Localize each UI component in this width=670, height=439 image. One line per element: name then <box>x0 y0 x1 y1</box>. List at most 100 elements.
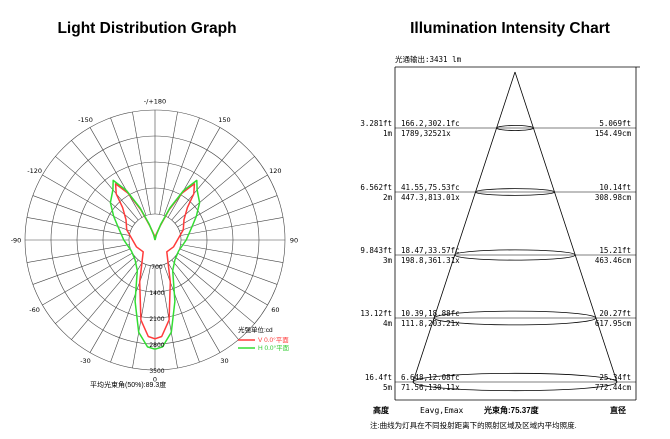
cone-ellipse <box>433 310 597 326</box>
grid-spoke <box>110 117 147 216</box>
row-diameter-cm: 308.98cm <box>595 193 632 202</box>
angle-label: 90 <box>290 237 298 245</box>
grid-spoke <box>174 156 255 224</box>
diameter-label: 直径 <box>610 405 626 415</box>
curve-v-plane <box>114 183 196 340</box>
grid-spoke <box>32 248 131 285</box>
row-illum-fc: 6.648,12.08fc <box>401 373 460 382</box>
row-height-ft: 3.281ft <box>360 119 392 128</box>
row-diameter-ft: 20.27ft <box>599 309 631 318</box>
grid-spoke <box>177 174 268 228</box>
grid-spoke <box>42 174 133 228</box>
row-height-m: 4m <box>383 319 393 328</box>
polar-legend: 光强单位:cd V 0.0°平面 H 0.0°平面 <box>238 325 290 352</box>
row-diameter-ft: 15.21ft <box>599 246 631 255</box>
row-height-m: 5m <box>383 383 393 392</box>
grid-spoke <box>71 259 139 340</box>
grid-spoke <box>171 259 239 340</box>
row-illum-lx: 198.8,361.31x <box>401 256 460 265</box>
cone-ellipse <box>412 372 618 392</box>
cone-edge-right <box>514 71 618 383</box>
angle-label: -30 <box>80 357 91 365</box>
polar-labels: -/+180 -150 150 -120 120 -90 90 -60 60 -30 30 0 700 1… <box>11 98 298 384</box>
grid-spoke <box>42 252 133 306</box>
radial-tick-label: 1400 <box>149 290 164 297</box>
grid-spoke <box>177 252 268 306</box>
row-diameter-cm: 154.49cm <box>595 129 632 138</box>
row-illum-lx: 447.3,813.01x <box>401 193 460 202</box>
eavg-label: Eavg,Emax <box>420 406 464 415</box>
grid-spoke <box>163 117 200 216</box>
row-diameter-cm: 617.95cm <box>595 319 632 328</box>
row-height-ft: 9.843ft <box>360 246 392 255</box>
row-diameter-ft: 25.34ft <box>599 373 631 382</box>
row-illum-fc: 18.47,33.57fc <box>401 246 460 255</box>
flux-header: 光通输出:3431 lm <box>395 54 462 64</box>
cone-ellipse <box>475 188 555 196</box>
angle-label: -/+180 <box>144 98 166 106</box>
angle-label: -60 <box>29 306 40 314</box>
polar-footer: 平均光束角(50%):89.3度 <box>90 380 166 389</box>
row-illum-fc: 166.2,302.1fc <box>401 119 460 128</box>
polar-curves <box>109 179 201 350</box>
row-diameter-cm: 772.44cm <box>595 383 632 392</box>
grid-spoke <box>167 262 221 353</box>
grid-spoke <box>180 217 284 236</box>
grid-spoke <box>174 256 255 324</box>
grid-spoke <box>167 127 221 218</box>
units-label: 光强单位:cd <box>238 325 273 334</box>
row-diameter-ft: 10.14ft <box>599 183 631 192</box>
grid-spoke <box>180 244 284 263</box>
row-illum-fc: 41.55,75.53fc <box>401 183 460 192</box>
angle-label: 120 <box>269 167 281 175</box>
grid-spoke <box>71 140 139 221</box>
height-label: 高度 <box>373 405 390 415</box>
polar-title: Light Distribution Graph <box>57 20 236 37</box>
note-text: 注:曲线为灯具在不同投射距离下的照射区域及区域内平均照度. <box>370 420 577 430</box>
grid-spoke <box>159 111 178 215</box>
row-illum-lx: 1789,32521x <box>401 129 451 138</box>
beam-angle-label: 光束角:75.37度 <box>483 405 540 415</box>
grid-spoke <box>55 256 136 324</box>
intensity-title: Illumination Intensity Chart <box>410 20 610 37</box>
cone-ellipse <box>496 125 534 131</box>
angle-label: 0 <box>153 376 157 384</box>
angle-label: -150 <box>78 116 93 124</box>
row-height-ft: 16.4ft <box>365 373 392 382</box>
angle-label: 30 <box>220 357 228 365</box>
angle-label: 60 <box>271 306 279 314</box>
angle-label: 150 <box>218 116 230 124</box>
radial-tick-label: 700 <box>151 264 163 271</box>
grid-spoke <box>89 127 143 218</box>
grid-spoke <box>179 248 278 285</box>
row-illum-lx: 111.8,203.21x <box>401 319 460 328</box>
grid-spoke <box>132 111 151 215</box>
row-illum-lx: 71.56,130.11x <box>401 383 460 392</box>
beam-cone <box>412 71 618 383</box>
cone-ellipse <box>454 249 576 261</box>
grid-spoke <box>26 217 130 236</box>
curve-h-plane <box>109 179 201 350</box>
grid-spoke <box>171 140 239 221</box>
angle-label: -90 <box>11 237 22 245</box>
grid-spoke <box>32 195 131 232</box>
angle-label: -120 <box>27 167 42 175</box>
radial-tick-label: 2100 <box>149 316 164 323</box>
grid-spoke <box>89 262 143 353</box>
legend-label-v: V 0.0°平面 <box>258 336 289 344</box>
row-height-ft: 13.12ft <box>360 309 392 318</box>
cone-edge-left <box>412 71 516 383</box>
row-height-m: 3m <box>383 256 393 265</box>
grid-spoke <box>55 156 136 224</box>
radial-tick-label: 3500 <box>149 368 164 375</box>
row-height-ft: 6.562ft <box>360 183 392 192</box>
polar-chart: -/+180 -150 150 -120 120 -90 90 -60 60 -30 30 0 700 1… <box>11 98 298 390</box>
grid-spoke <box>179 195 278 232</box>
row-illum-fc: 10.39,18.88fc <box>401 309 460 318</box>
row-height-m: 2m <box>383 193 393 202</box>
grid-spoke <box>26 244 130 263</box>
row-diameter-cm: 463.46cm <box>595 256 632 265</box>
